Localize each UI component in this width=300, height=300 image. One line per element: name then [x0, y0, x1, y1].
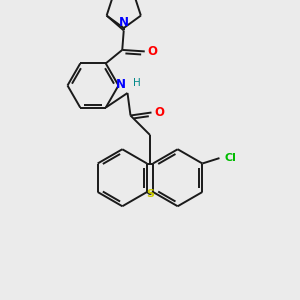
Text: H: H [134, 78, 141, 88]
Text: N: N [119, 16, 129, 29]
Text: Cl: Cl [225, 153, 237, 163]
Text: O: O [154, 106, 164, 119]
Text: S: S [146, 189, 154, 200]
Text: N: N [116, 78, 126, 91]
Text: O: O [148, 45, 158, 58]
